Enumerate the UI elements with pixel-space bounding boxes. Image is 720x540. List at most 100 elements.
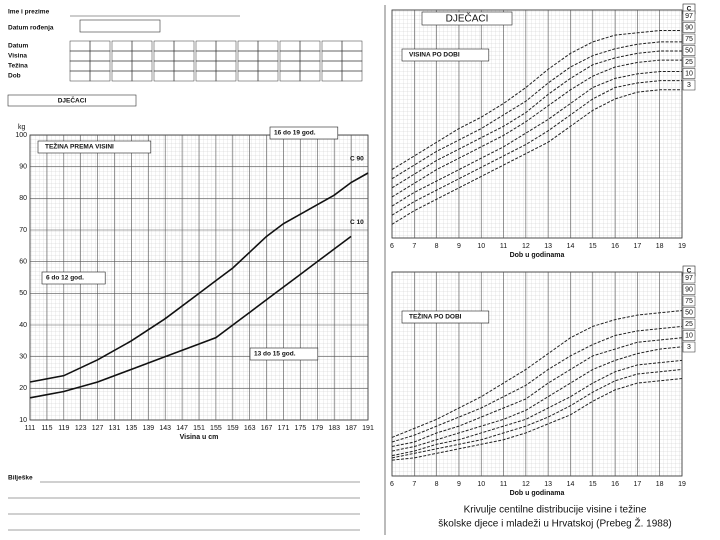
form-cell: [257, 70, 279, 82]
x-tick-label: 10: [477, 243, 485, 250]
x-tick-label: 12: [522, 481, 530, 488]
series-line: [391, 50, 682, 189]
legend-label: 10: [685, 70, 693, 77]
annotation: 13 do 15 god.: [254, 351, 296, 358]
legend-box: [682, 79, 696, 91]
series-line: [29, 235, 352, 399]
form-field: Datum rođenja: [8, 25, 54, 32]
x-tick-label: 183: [328, 425, 340, 432]
annotation-box: [41, 271, 106, 285]
y-tick-label: 70: [19, 227, 27, 234]
series-line: [391, 59, 682, 198]
x-tick-label: 8: [435, 481, 439, 488]
x-tick-label: 191: [362, 425, 374, 432]
series-line: [391, 368, 683, 459]
series-line: [391, 30, 682, 171]
legend-box: [682, 341, 696, 353]
legend-box: [682, 33, 696, 45]
form-cell: [299, 70, 321, 82]
x-tick-label: 10: [477, 481, 485, 488]
series-line: [391, 359, 683, 457]
x-tick-label: 12: [522, 243, 530, 250]
y-tick-label: 30: [19, 354, 27, 361]
x-tick-label: 11: [500, 481, 507, 488]
x-tick-label: 155: [210, 425, 222, 432]
charts: 111 115 119 123 127 131 135 139 143 147 151 155 159 1…: [15, 3, 696, 497]
series-line: [29, 172, 369, 383]
form-cell: [131, 70, 153, 82]
annotation: 16 do 19 god.: [274, 130, 316, 137]
group-box: [421, 11, 513, 26]
notes-label: Bilješke: [8, 475, 33, 482]
plot-area: [391, 9, 683, 239]
legend-label: 50: [685, 47, 693, 54]
form-cell: [173, 70, 195, 82]
y-tick-label: 10: [19, 417, 27, 424]
form-field: Težina: [8, 63, 28, 70]
annotation-box: [269, 126, 339, 140]
x-tick-label: 175: [295, 425, 307, 432]
legend-title: C: [687, 268, 692, 275]
form-cell: [89, 70, 111, 82]
x-tick-label: 14: [567, 481, 575, 488]
x-axis-label: Visina u cm: [180, 434, 219, 441]
annotation-box: [249, 347, 319, 361]
title-box: [401, 310, 490, 324]
chart-title: TEŽINA PO DOBI: [409, 312, 462, 321]
x-tick-label: 13: [544, 243, 552, 250]
x-tick-label: 13: [544, 481, 552, 488]
legend-box: [682, 318, 696, 330]
plot-area: [391, 271, 683, 477]
legend-title: C: [687, 6, 692, 13]
annotation: 6 do 12 god.: [46, 275, 84, 282]
form-field: Datum: [8, 43, 28, 50]
chart-title: TEŽINA PREMA VISINI: [45, 142, 114, 151]
y-axis-label: kg: [18, 124, 26, 131]
form-cell: [341, 70, 363, 82]
x-tick-label: 159: [227, 425, 239, 432]
legend-box: [682, 330, 696, 341]
x-tick-label: 16: [611, 481, 619, 488]
x-tick-label: 9: [457, 481, 461, 488]
x-tick-label: 6: [390, 243, 394, 250]
x-tick-label: 147: [176, 425, 188, 432]
x-tick-label: 131: [109, 425, 121, 432]
series-line: [391, 378, 683, 461]
legend-label: 97: [685, 275, 693, 282]
x-tick-label: 15: [589, 243, 597, 250]
y-tick-label: 90: [19, 164, 27, 171]
x-tick-label: 135: [126, 425, 138, 432]
legend-label: 3: [687, 82, 691, 89]
series-line: [391, 80, 682, 216]
x-tick-label: 115: [41, 425, 52, 432]
x-tick-label: 123: [75, 425, 87, 432]
legend-label: 97: [685, 13, 693, 20]
legend-box: [682, 272, 696, 284]
x-tick-label: 179: [311, 425, 323, 432]
x-tick-label: 19: [678, 481, 686, 488]
x-tick-label: 16: [611, 243, 619, 250]
x-tick-label: 18: [656, 481, 664, 488]
x-tick-label: 14: [567, 243, 575, 250]
series-line: [391, 325, 683, 443]
x-tick-label: 7: [412, 243, 416, 250]
series-line: [391, 346, 683, 452]
legend-label: 75: [685, 36, 693, 43]
y-tick-label: 20: [19, 385, 27, 392]
x-axis-label: Dob u godinama: [510, 252, 565, 259]
x-tick-label: 6: [390, 481, 394, 488]
x-tick-label: 167: [261, 425, 273, 432]
series-line: [391, 337, 683, 448]
x-tick-label: 9: [457, 243, 461, 250]
legend-label: 25: [685, 321, 693, 328]
x-tick-label: 7: [412, 481, 416, 488]
legend-box: [682, 22, 696, 33]
legend-label: 75: [685, 298, 693, 305]
title-box: [401, 48, 490, 62]
series-line: [391, 310, 683, 438]
legend-box: [682, 68, 696, 79]
caption: školske djece i mladeži u Hrvatskoj (Pre…: [438, 517, 671, 530]
form-field: Visina: [8, 53, 27, 60]
